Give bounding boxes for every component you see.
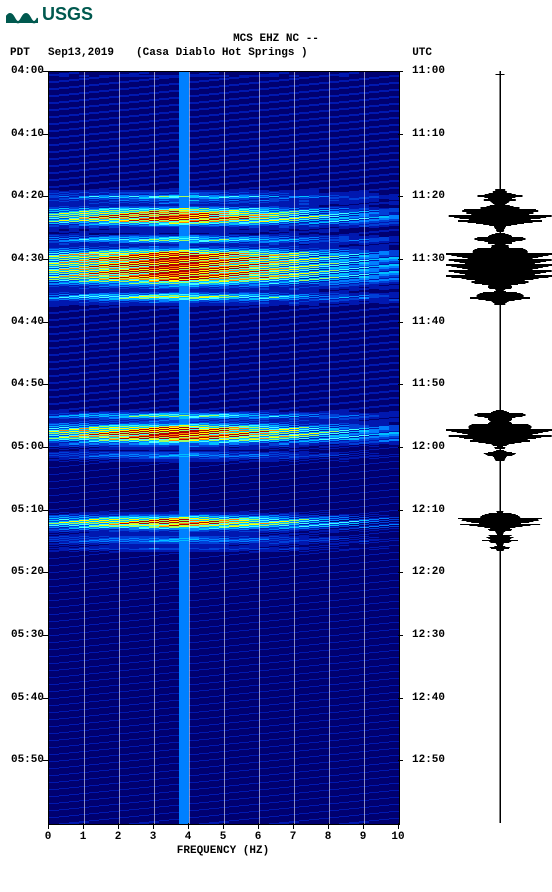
usgs-logo: USGS [0,0,552,27]
y-tick-right: 11:40 [412,316,454,328]
x-tick: 8 [325,831,332,843]
x-tick: 0 [45,831,52,843]
x-tick: 10 [391,831,404,843]
tz-right-label: UTC [412,47,432,59]
y-tick-right: 11:50 [412,378,454,390]
x-tick: 3 [150,831,157,843]
y-tick-left: 05:30 [4,629,44,641]
y-tick-right: 12:20 [412,566,454,578]
spectrogram-panel [48,71,400,825]
y-tick-right: 11:30 [412,253,454,265]
station-label: (Casa Diablo Hot Springs ) [136,47,308,59]
plot-area: FREQUENCY (HZ) 04:00 11:00 04:10 11:10 04:20… [0,65,552,875]
y-tick-left: 05:00 [4,441,44,453]
x-tick: 2 [115,831,122,843]
y-tick-left: 05:10 [4,504,44,516]
y-tick-right: 11:20 [412,190,454,202]
x-tick: 9 [360,831,367,843]
y-tick-left: 04:10 [4,128,44,140]
y-tick-right: 12:40 [412,692,454,704]
y-tick-right: 11:00 [412,65,454,77]
y-tick-left: 04:40 [4,316,44,328]
y-tick-left: 04:50 [4,378,44,390]
y-tick-right: 11:10 [412,128,454,140]
x-tick: 4 [185,831,192,843]
y-tick-right: 12:10 [412,504,454,516]
y-tick-left: 05:50 [4,754,44,766]
y-tick-right: 12:00 [412,441,454,453]
chart-title-line1: MCS EHZ NC -- [0,33,552,45]
logo-text: USGS [42,4,93,25]
date-label: Sep13,2019 [48,47,136,59]
tz-left-label: PDT [10,47,48,59]
x-axis-title: FREQUENCY (HZ) [48,845,398,857]
y-tick-left: 04:20 [4,190,44,202]
x-tick: 6 [255,831,262,843]
y-tick-right: 12:30 [412,629,454,641]
y-tick-left: 05:40 [4,692,44,704]
wave-icon [6,6,38,24]
y-tick-right: 12:50 [412,754,454,766]
x-tick: 7 [290,831,297,843]
x-tick: 1 [80,831,87,843]
y-tick-left: 04:00 [4,65,44,77]
x-tick: 5 [220,831,227,843]
y-tick-left: 04:30 [4,253,44,265]
chart-title-line2: PDT Sep13,2019 (Casa Diablo Hot Springs … [0,47,552,59]
y-tick-left: 05:20 [4,566,44,578]
seismogram-panel [455,71,545,823]
